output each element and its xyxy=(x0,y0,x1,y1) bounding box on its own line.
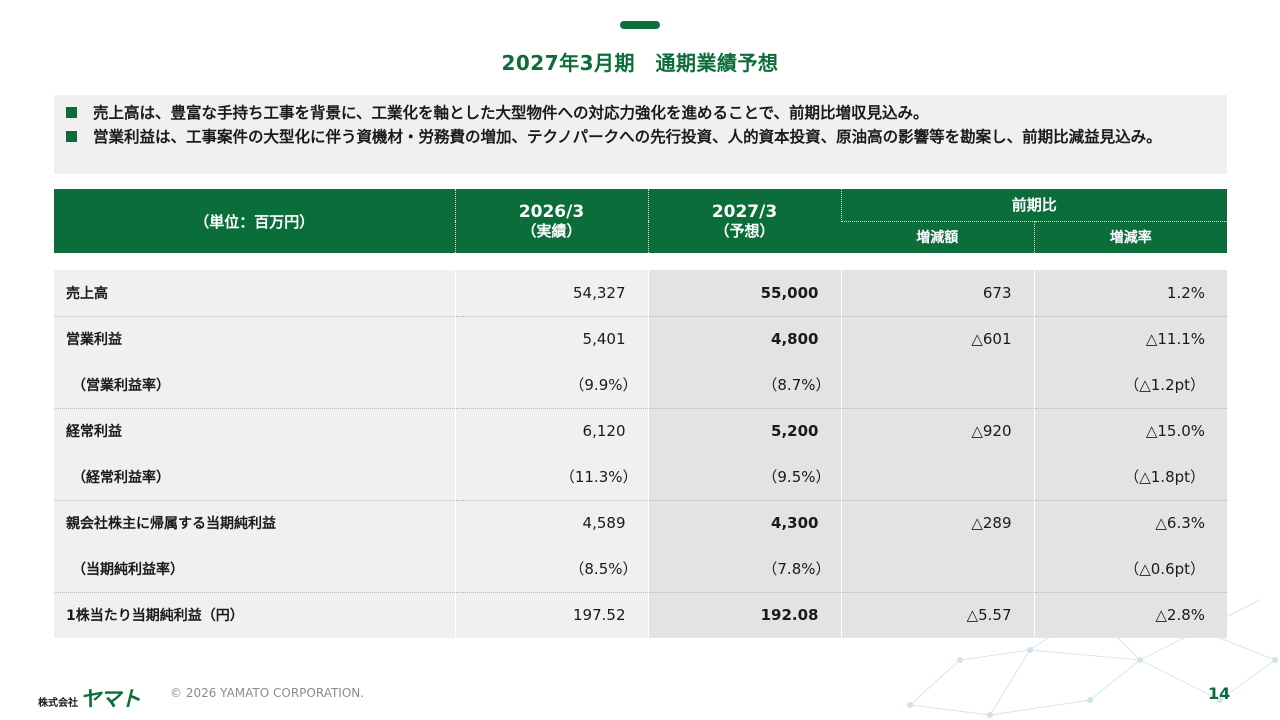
cell-yoy-diff: △5.57 xyxy=(840,591,1034,638)
cell-yoy-diff xyxy=(840,546,1034,592)
forecast-table: （単位：百万円） 2026/3 （実績） 2027/3 （予想） 前期比 増減額… xyxy=(54,189,1228,638)
header-fy2027: 2027/3 （予想） xyxy=(647,189,841,253)
header-unit: （単位：百万円） xyxy=(54,189,455,253)
logo-prefix: 株式会社 xyxy=(38,697,78,709)
copyright-text: © 2026 YAMATO CORPORATION. xyxy=(170,686,365,700)
row-label: 経常利益 xyxy=(54,407,455,454)
cell-yoy-rate: （△1.2pt） xyxy=(1033,362,1228,408)
table-spacer xyxy=(54,253,1228,270)
cell-yoy-rate: △6.3% xyxy=(1033,499,1228,546)
cell-fy2026: （8.5%） xyxy=(454,546,648,592)
row-label: 親会社株主に帰属する当期純利益 xyxy=(54,499,455,546)
header-fy2026: 2026/3 （実績） xyxy=(454,189,648,253)
cell-fy2027: 4,300 xyxy=(647,499,841,546)
row-label: 営業利益 xyxy=(54,315,455,362)
header-yoy: 前期比 xyxy=(840,189,1228,221)
table-row: （経常利益率） （11.3%） （9.5%） （△1.8pt） xyxy=(54,454,1228,500)
cell-fy2027: （9.5%） xyxy=(647,454,841,500)
cell-fy2026: 197.52 xyxy=(454,591,648,638)
cell-fy2026: 4,589 xyxy=(454,499,648,546)
summary-bullet: 売上高は、豊富な手持ち工事を背景に、工業化を軸とした大型物件への対応力強化を進め… xyxy=(66,101,1217,125)
cell-fy2027: 192.08 xyxy=(647,591,841,638)
cell-yoy-diff: △601 xyxy=(840,315,1034,362)
cell-yoy-rate: （△0.6pt） xyxy=(1033,546,1228,592)
cell-fy2027: 55,000 xyxy=(647,270,841,316)
cell-fy2027: 5,200 xyxy=(647,407,841,454)
cell-yoy-rate: △15.0% xyxy=(1033,407,1228,454)
header-fy2026-sub: （実績） xyxy=(521,222,582,240)
cell-yoy-diff: △920 xyxy=(840,407,1034,454)
row-label: （経常利益率） xyxy=(54,454,455,500)
cell-yoy-rate: （△1.8pt） xyxy=(1033,454,1228,500)
summary-box: 売上高は、豊富な手持ち工事を背景に、工業化を軸とした大型物件への対応力強化を進め… xyxy=(54,95,1227,174)
title-accent-bar xyxy=(620,21,660,29)
cell-fy2026: （9.9%） xyxy=(454,362,648,408)
table-row: 1株当たり当期純利益（円） 197.52 192.08 △5.57 △2.8% xyxy=(54,591,1228,638)
cell-yoy-rate: △11.1% xyxy=(1033,315,1228,362)
table-row: 営業利益 5,401 4,800 △601 △11.1% xyxy=(54,315,1228,362)
table-row: 経常利益 6,120 5,200 △920 △15.0% xyxy=(54,407,1228,454)
table-row: 売上高 54,327 55,000 673 1.2% xyxy=(54,270,1228,316)
row-label: 売上高 xyxy=(54,270,455,316)
row-label: 1株当たり当期純利益（円） xyxy=(54,591,455,638)
bullet-square-icon xyxy=(66,131,77,142)
header-fy2026-year: 2026/3 xyxy=(518,202,585,222)
table-row: （営業利益率） （9.9%） （8.7%） （△1.2pt） xyxy=(54,362,1228,408)
cell-yoy-diff xyxy=(840,362,1034,408)
page-title: 2027年3月期 通期業績予想 xyxy=(501,51,779,75)
cell-yoy-rate: △2.8% xyxy=(1033,591,1228,638)
summary-text: 営業利益は、工事案件の大型化に伴う資機材・労務費の増加、テクノパークへの先行投資… xyxy=(93,128,1162,146)
cell-fy2026: 6,120 xyxy=(454,407,648,454)
cell-fy2026: 54,327 xyxy=(454,270,648,316)
cell-fy2026: 5,401 xyxy=(454,315,648,362)
cell-yoy-rate: 1.2% xyxy=(1033,270,1228,316)
header-fy2027-year: 2027/3 xyxy=(711,202,778,222)
table-row: （当期純利益率） （8.5%） （7.8%） （△0.6pt） xyxy=(54,546,1228,592)
header-yoy-rate: 増減率 xyxy=(1033,220,1228,253)
row-label: （営業利益率） xyxy=(54,362,455,408)
header-fy2027-sub: （予想） xyxy=(714,222,775,240)
company-logo: 株式会社 ヤマト xyxy=(38,683,141,713)
cell-yoy-diff: 673 xyxy=(840,270,1034,316)
summary-text: 売上高は、豊富な手持ち工事を背景に、工業化を軸とした大型物件への対応力強化を進め… xyxy=(93,104,929,122)
cell-fy2027: 4,800 xyxy=(647,315,841,362)
logo-wordmark: ヤマト xyxy=(80,687,141,711)
cell-yoy-diff: △289 xyxy=(840,499,1034,546)
table-row: 親会社株主に帰属する当期純利益 4,589 4,300 △289 △6.3% xyxy=(54,499,1228,546)
header-yoy-diff: 増減額 xyxy=(841,220,1034,253)
summary-bullet: 営業利益は、工事案件の大型化に伴う資機材・労務費の増加、テクノパークへの先行投資… xyxy=(66,125,1217,149)
cell-fy2027: （7.8%） xyxy=(647,546,841,592)
bullet-square-icon xyxy=(66,107,77,118)
page-number: 14 xyxy=(1208,684,1231,703)
cell-fy2027: （8.7%） xyxy=(647,362,841,408)
cell-yoy-diff xyxy=(840,454,1034,500)
cell-fy2026: （11.3%） xyxy=(454,454,648,500)
row-label: （当期純利益率） xyxy=(54,546,455,592)
